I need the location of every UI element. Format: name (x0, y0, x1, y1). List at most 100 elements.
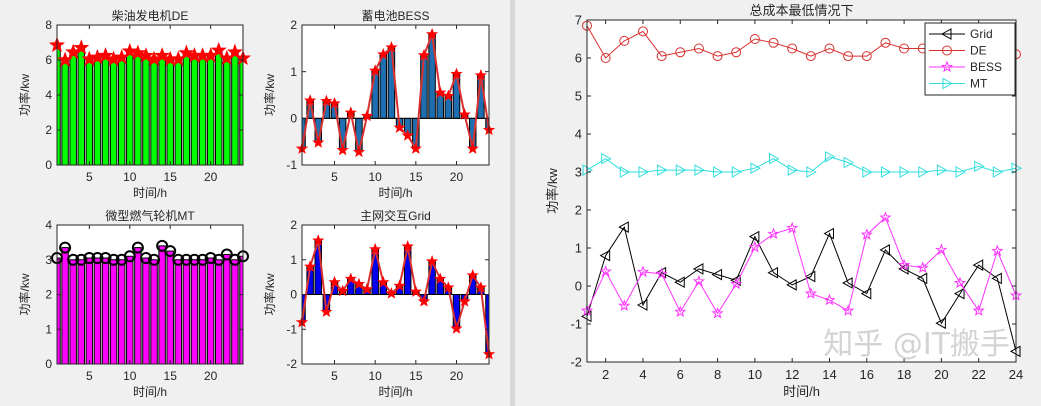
subplot-bess: 5 10 15 20 -1 0 1 2 蓄电池BESS 时间/h 功率/kw (262, 9, 496, 200)
data-point (805, 51, 816, 62)
y-axis-label: 功率/kw (262, 74, 277, 116)
y-tick-label: 5 (575, 89, 582, 104)
x-tick-label: 14 (822, 367, 836, 382)
data-point (731, 166, 743, 178)
data-point (692, 263, 704, 275)
data-point (434, 86, 447, 98)
data-point (899, 166, 911, 178)
data-point (935, 317, 946, 330)
bar (57, 257, 61, 364)
data-point (360, 109, 374, 122)
data-point (188, 253, 201, 266)
x-tick-label: 15 (164, 369, 178, 383)
data-point (918, 166, 929, 178)
data-point (599, 249, 611, 262)
data-point (694, 164, 705, 176)
bar (77, 47, 85, 165)
data-point (409, 285, 422, 297)
bar (198, 55, 207, 165)
y-tick-label: 1 (575, 241, 582, 256)
data-point (972, 259, 984, 271)
x-tick-label: 15 (409, 369, 423, 383)
data-point (73, 39, 90, 55)
bar (166, 250, 174, 364)
x-axis-label: 时间/h (378, 385, 412, 399)
data-point (974, 160, 985, 173)
data-point (425, 255, 439, 267)
legend-label-grid: Grid (970, 27, 993, 41)
data-point (466, 268, 479, 281)
data-point (450, 67, 463, 80)
data-point (769, 152, 780, 165)
data-point (787, 164, 799, 176)
data-point (916, 261, 929, 273)
data-point (935, 243, 948, 256)
y-tick-label: 3 (45, 253, 52, 267)
y-axis-label: 功率/kw (17, 273, 32, 315)
bar (182, 52, 191, 165)
y-tick-label: 1 (290, 65, 297, 79)
y-axis-label: 功率/kw (17, 74, 32, 116)
data-point (843, 156, 855, 169)
y-axis-label: 功率/kw (262, 273, 277, 315)
data-point (823, 227, 834, 240)
data-point (637, 26, 648, 37)
subplot-de: 5 10 15 20 0 2 4 6 8 柴油发电机DE 时间/h 功率/kw (17, 8, 252, 200)
y-tick-label: 2 (575, 203, 582, 218)
data-point (862, 166, 873, 178)
bar (166, 58, 174, 165)
y-tick-label: -1 (286, 322, 297, 336)
data-point (600, 53, 611, 63)
bar (379, 53, 388, 119)
x-tick-label: 20 (450, 170, 464, 184)
data-point (91, 252, 104, 265)
bar (150, 259, 158, 364)
y-tick-label: -1 (286, 158, 297, 172)
data-point (156, 239, 169, 252)
x-tick-label: 5 (331, 170, 338, 184)
y-tick-label: 6 (575, 51, 582, 66)
data-point (180, 253, 193, 266)
data-point (442, 89, 455, 102)
y-tick-label: -1 (570, 317, 582, 332)
data-point (824, 150, 836, 163)
data-point (657, 164, 668, 176)
data-point (897, 258, 911, 271)
data-point (953, 276, 967, 289)
data-point (730, 277, 743, 290)
chart-title: 蓄电池BESS (361, 9, 429, 23)
bar (101, 257, 110, 364)
window-divider (510, 0, 515, 406)
y-tick-label: 0 (45, 357, 52, 371)
series-bess (580, 211, 1023, 319)
y-tick-label: 2 (290, 18, 297, 32)
x-tick-label: 5 (86, 170, 93, 184)
data-point (123, 250, 136, 263)
data-point (212, 253, 225, 266)
bar (109, 58, 118, 165)
bar (190, 259, 199, 364)
data-point (860, 228, 873, 240)
bar (174, 58, 183, 165)
data-point (750, 162, 761, 175)
y-tick-label: 4 (45, 218, 52, 232)
bar (158, 55, 166, 165)
data-point (898, 263, 909, 275)
data-point (137, 47, 154, 63)
data-point (204, 252, 217, 265)
bar (85, 58, 94, 165)
x-axis-label: 时间/h (378, 186, 412, 200)
data-point (713, 166, 724, 178)
y-tick-label: 2 (290, 218, 297, 232)
data-point (674, 305, 687, 318)
y-tick-label: 7 (575, 13, 582, 28)
data-point (344, 272, 357, 285)
x-tick-label: 10 (123, 369, 137, 383)
data-point (450, 322, 463, 334)
chart-title: 柴油发电机DE (112, 8, 189, 23)
data-point (369, 242, 382, 255)
data-point (210, 41, 227, 58)
y-tick-label: 4 (575, 127, 582, 142)
data-point (417, 48, 431, 61)
data-point (75, 253, 88, 266)
